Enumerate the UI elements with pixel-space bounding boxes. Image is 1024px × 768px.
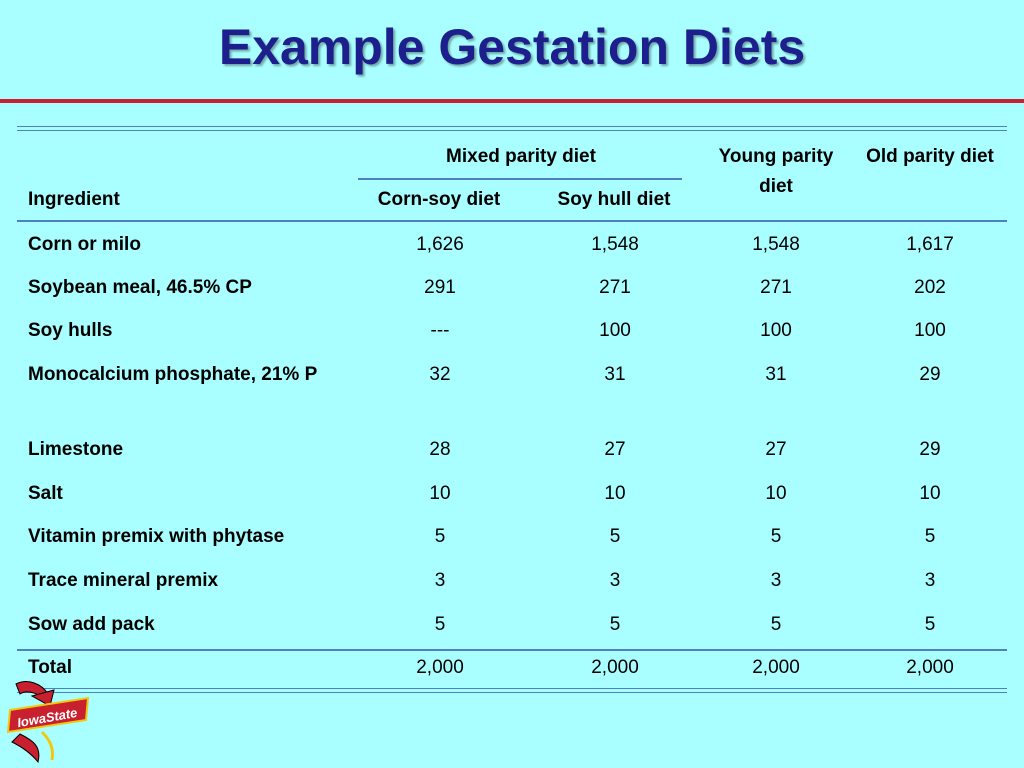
- table-cell: 100: [914, 320, 946, 341]
- table-cell: 1,548: [752, 234, 800, 255]
- table-cell: ---: [430, 320, 450, 341]
- table-cell: 3: [770, 570, 782, 591]
- title-divider: [0, 99, 1024, 103]
- header-soy-hull: Soy hull diet: [557, 189, 671, 210]
- table-cell: 271: [760, 277, 792, 298]
- ingredient-label: Sow add pack: [28, 614, 155, 635]
- table-cell: 5: [770, 614, 782, 635]
- header-old-parity: Old parity diet: [866, 146, 994, 167]
- table-cell: 5: [609, 614, 621, 635]
- table-cell: 29: [919, 364, 941, 385]
- table-cell: 31: [604, 364, 626, 385]
- header-young-parity: Young parity diet: [718, 146, 834, 197]
- table-cell: 28: [429, 439, 451, 460]
- total-corn-soy: 2,000: [416, 657, 464, 678]
- table-top-rule: [17, 126, 1007, 131]
- table-cell: 100: [760, 320, 792, 341]
- table-cell: 29: [919, 439, 941, 460]
- header-ingredient: Ingredient: [28, 189, 120, 210]
- ingredient-label: Soy hulls: [28, 320, 113, 341]
- table-cell: 10: [765, 483, 787, 504]
- table-cell: 5: [924, 526, 936, 547]
- table-cell: 291: [424, 277, 456, 298]
- table-cell: 5: [434, 526, 446, 547]
- table-cell: 271: [599, 277, 631, 298]
- table-cell: 3: [924, 570, 936, 591]
- total-soy-hull: 2,000: [591, 657, 639, 678]
- table-cell: 5: [770, 526, 782, 547]
- header-bottom-rule: [17, 220, 1007, 222]
- table-cell: 100: [599, 320, 631, 341]
- ingredient-label: Soybean meal, 46.5% CP: [28, 277, 252, 298]
- table-cell: 10: [429, 483, 451, 504]
- total-top-rule: [17, 649, 1007, 651]
- ingredient-label: Corn or milo: [28, 234, 141, 255]
- table-bottom-rule: [17, 688, 1007, 693]
- table-cell: 10: [604, 483, 626, 504]
- ingredient-label: Monocalcium phosphate, 21% P: [28, 364, 318, 385]
- header-mixed-parity: Mixed parity diet: [446, 146, 596, 167]
- total-old-parity: 2,000: [906, 657, 954, 678]
- table-cell: 27: [604, 439, 626, 460]
- table-cell: 5: [434, 614, 446, 635]
- header-group-underline: [358, 178, 682, 180]
- table-cell: 1,617: [906, 234, 954, 255]
- ingredient-label: Limestone: [28, 439, 124, 460]
- ingredient-label: Vitamin premix with phytase: [28, 526, 285, 547]
- table-cell: 5: [924, 614, 936, 635]
- table-cell: 202: [914, 277, 946, 298]
- total-young-parity: 2,000: [752, 657, 800, 678]
- iowa-state-cyclones-logo: IowaState: [6, 681, 90, 764]
- table-cell: 27: [765, 439, 787, 460]
- total-label: Total: [28, 657, 72, 678]
- table-cell: 3: [609, 570, 621, 591]
- table-cell: 32: [429, 364, 451, 385]
- table-cell: 3: [434, 570, 446, 591]
- table-cell: 5: [609, 526, 621, 547]
- table-cell: 31: [765, 364, 787, 385]
- ingredient-label: Trace mineral premix: [28, 570, 219, 591]
- slide-title: Example Gestation Diets: [218, 19, 806, 75]
- header-corn-soy: Corn-soy diet: [377, 189, 501, 210]
- table-cell: 1,548: [591, 234, 639, 255]
- table-cell: 10: [919, 483, 941, 504]
- ingredient-label: Salt: [28, 483, 63, 504]
- table-cell: 1,626: [416, 234, 464, 255]
